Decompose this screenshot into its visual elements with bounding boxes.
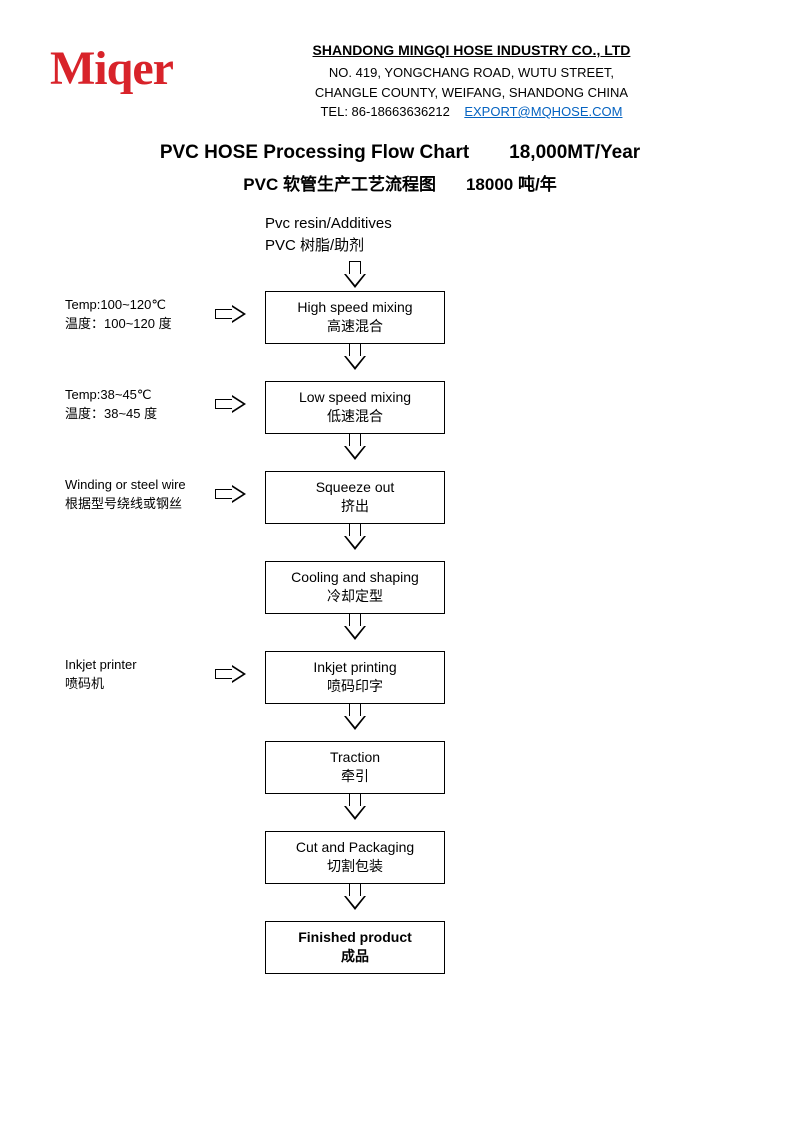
title-en: PVC HOSE Processing Flow Chart	[160, 142, 469, 164]
side-input-en: Inkjet printer	[65, 655, 137, 675]
node-label-cn: 喷码印字	[270, 677, 440, 697]
side-input-cn: 根据型号绕线或钢丝	[65, 494, 186, 514]
flow-node-7: Finished product成品	[265, 921, 445, 974]
node-label-en: Traction	[270, 748, 440, 768]
contact-line: TEL: 86-18663636212 EXPORT@MQHOSE.COM	[193, 102, 750, 122]
node-label-cn: 牵引	[270, 767, 440, 787]
node-label-cn: 低速混合	[270, 407, 440, 427]
node-label-en: Squeeze out	[270, 478, 440, 498]
right-arrow-icon	[215, 305, 249, 323]
node-label-en: High speed mixing	[270, 298, 440, 318]
email-link[interactable]: EXPORT@MQHOSE.COM	[464, 104, 622, 119]
node-label-cn: 切割包装	[270, 857, 440, 877]
flow-node-0: High speed mixing高速混合	[265, 291, 445, 344]
right-arrow-icon	[215, 485, 249, 503]
flow-node-6: Cut and Packaging切割包装	[265, 831, 445, 884]
address-line-2: CHANGLE COUNTY, WEIFANG, SHANDONG CHINA	[193, 83, 750, 103]
flow-node-4: Inkjet printing喷码印字	[265, 651, 445, 704]
input-cn: PVC 树脂/助剂	[265, 235, 392, 258]
down-arrow-icon	[344, 613, 366, 641]
title-row-en: PVC HOSE Processing Flow Chart 18,000MT/…	[50, 142, 750, 164]
company-name: SHANDONG MINGQI HOSE INDUSTRY CO., LTD	[193, 40, 750, 61]
title-cn: PVC 软管生产工艺流程图	[243, 170, 436, 195]
capacity-cn: 18000 吨/年	[466, 170, 557, 195]
flow-node-2: Squeeze out挤出	[265, 471, 445, 524]
down-arrow-icon	[344, 703, 366, 731]
node-label-en: Low speed mixing	[270, 388, 440, 408]
right-arrow-icon	[215, 665, 249, 683]
node-label-cn: 冷却定型	[270, 587, 440, 607]
side-input-cn: 温度：38~45 度	[65, 404, 157, 424]
side-input-2: Winding or steel wire根据型号绕线或钢丝	[65, 475, 186, 514]
side-input-en: Temp:38~45℃	[65, 385, 157, 405]
down-arrow-icon	[344, 523, 366, 551]
input-en: Pvc resin/Additives	[265, 213, 392, 236]
node-label-en: Inkjet printing	[270, 658, 440, 678]
side-input-cn: 温度：100~120 度	[65, 314, 172, 334]
address-line-1: NO. 419, YONGCHANG ROAD, WUTU STREET,	[193, 63, 750, 83]
header: Miqer SHANDONG MINGQI HOSE INDUSTRY CO.,…	[50, 40, 750, 122]
node-label-cn: 高速混合	[270, 317, 440, 337]
side-input-0: Temp:100~120℃温度：100~120 度	[65, 295, 172, 334]
down-arrow-icon	[344, 433, 366, 461]
node-label-en: Finished product	[270, 928, 440, 948]
side-input-cn: 喷码机	[65, 674, 137, 694]
side-input-en: Temp:100~120℃	[65, 295, 172, 315]
flow-node-5: Traction牵引	[265, 741, 445, 794]
node-label-en: Cut and Packaging	[270, 838, 440, 858]
capacity-en: 18,000MT/Year	[509, 142, 640, 164]
right-arrow-icon	[215, 395, 249, 413]
down-arrow-icon	[344, 883, 366, 911]
node-label-en: Cooling and shaping	[270, 568, 440, 588]
node-label-cn: 成品	[270, 947, 440, 967]
down-arrow-icon	[344, 343, 366, 371]
side-input-3: Inkjet printer喷码机	[65, 655, 137, 694]
company-info: SHANDONG MINGQI HOSE INDUSTRY CO., LTD N…	[193, 40, 750, 122]
tel: TEL: 86-18663636212	[320, 104, 449, 119]
node-label-cn: 挤出	[270, 497, 440, 517]
flow-node-1: Low speed mixing低速混合	[265, 381, 445, 434]
flow-node-3: Cooling and shaping冷却定型	[265, 561, 445, 614]
down-arrow-icon	[344, 793, 366, 821]
side-input-1: Temp:38~45℃温度：38~45 度	[65, 385, 157, 424]
logo: Miqer	[50, 40, 173, 93]
title-row-cn: PVC 软管生产工艺流程图 18000 吨/年	[50, 170, 750, 195]
down-arrow-icon	[344, 261, 366, 289]
side-input-en: Winding or steel wire	[65, 475, 186, 495]
input-material: Pvc resin/Additives PVC 树脂/助剂	[265, 213, 392, 258]
